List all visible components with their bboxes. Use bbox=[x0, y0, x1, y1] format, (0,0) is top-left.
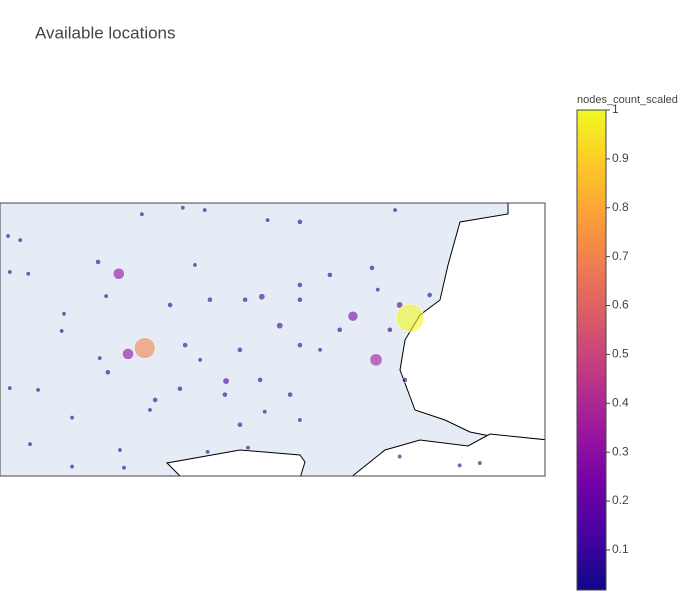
location-point bbox=[297, 282, 303, 288]
location-point bbox=[182, 342, 188, 348]
colorbar-tick-label: 0.3 bbox=[612, 444, 629, 458]
border-region bbox=[165, 449, 306, 476]
location-point bbox=[287, 391, 293, 398]
location-point bbox=[222, 391, 228, 398]
colorbar-tick-label: 0.9 bbox=[612, 151, 629, 165]
location-point bbox=[276, 322, 284, 330]
map-frame bbox=[0, 202, 546, 477]
location-point bbox=[152, 397, 158, 403]
colorbar-tick-label: 0.1 bbox=[612, 542, 629, 556]
location-point bbox=[177, 385, 183, 392]
colorbar-tick-label: 0.4 bbox=[612, 395, 629, 409]
location-point bbox=[104, 369, 111, 376]
location-point bbox=[95, 259, 101, 265]
colorbar-tick-label: 0.5 bbox=[612, 347, 629, 361]
location-point bbox=[242, 296, 248, 303]
location-point bbox=[112, 267, 125, 280]
colorbar-ticks: 0.1 0.2 0.3 0.4 0.5 0.6 0.7 0.8 0.9 1 bbox=[606, 102, 629, 556]
location-point bbox=[237, 346, 243, 353]
location-point bbox=[397, 454, 403, 460]
location-point bbox=[396, 301, 404, 309]
location-point bbox=[121, 465, 127, 471]
location-point bbox=[258, 293, 266, 301]
colorbar bbox=[576, 109, 607, 591]
location-point bbox=[375, 287, 381, 293]
location-point bbox=[192, 262, 198, 268]
location-point bbox=[97, 355, 103, 361]
location-point bbox=[222, 377, 230, 385]
location-point bbox=[265, 217, 271, 223]
location-point bbox=[167, 302, 173, 308]
location-point bbox=[336, 326, 343, 333]
location-point bbox=[297, 342, 303, 348]
colorbar-tick-label: 0.7 bbox=[612, 249, 629, 263]
location-point bbox=[27, 441, 33, 447]
location-point bbox=[426, 292, 433, 298]
location-point bbox=[317, 347, 323, 353]
location-point bbox=[297, 296, 303, 303]
location-point bbox=[392, 207, 398, 213]
location-point bbox=[327, 272, 333, 278]
location-point bbox=[207, 296, 213, 303]
location-point bbox=[117, 447, 123, 453]
location-point bbox=[122, 348, 134, 360]
location-point bbox=[7, 385, 13, 391]
colorbar-title: nodes_count_scaled bbox=[577, 94, 678, 106]
location-point bbox=[205, 449, 211, 455]
location-point bbox=[245, 445, 251, 451]
location-point bbox=[139, 211, 145, 217]
colorbar-tick-label: 0.2 bbox=[612, 493, 629, 507]
location-point bbox=[297, 219, 303, 225]
location-point bbox=[477, 460, 483, 466]
location-point bbox=[59, 328, 65, 334]
location-point bbox=[297, 417, 303, 423]
colorbar-tick-label: 0.6 bbox=[612, 298, 629, 312]
map bbox=[0, 203, 545, 476]
location-point bbox=[369, 353, 383, 367]
location-point bbox=[347, 310, 359, 322]
location-point bbox=[257, 377, 263, 383]
location-point bbox=[17, 237, 23, 243]
location-point bbox=[25, 271, 31, 277]
location-point bbox=[134, 337, 156, 359]
location-point bbox=[69, 415, 75, 421]
location-point bbox=[197, 357, 203, 363]
location-point bbox=[103, 293, 109, 299]
location-point bbox=[61, 311, 67, 317]
location-point bbox=[369, 265, 375, 271]
chart-title: Available locations bbox=[35, 23, 176, 42]
location-point bbox=[457, 462, 463, 468]
location-point bbox=[402, 377, 408, 383]
location-point bbox=[69, 464, 75, 470]
location-point bbox=[237, 421, 243, 428]
location-point bbox=[262, 409, 268, 415]
location-point bbox=[7, 269, 13, 275]
colorbar-tick-label: 1 bbox=[612, 102, 619, 116]
location-point bbox=[202, 207, 208, 213]
location-point bbox=[387, 326, 393, 333]
location-point bbox=[147, 407, 153, 413]
location-point bbox=[35, 387, 41, 393]
border-region bbox=[351, 433, 545, 476]
colorbar-tick-label: 0.8 bbox=[612, 200, 629, 214]
location-point bbox=[180, 205, 186, 211]
points bbox=[5, 205, 483, 471]
location-point bbox=[5, 233, 11, 239]
location-point bbox=[395, 303, 425, 333]
